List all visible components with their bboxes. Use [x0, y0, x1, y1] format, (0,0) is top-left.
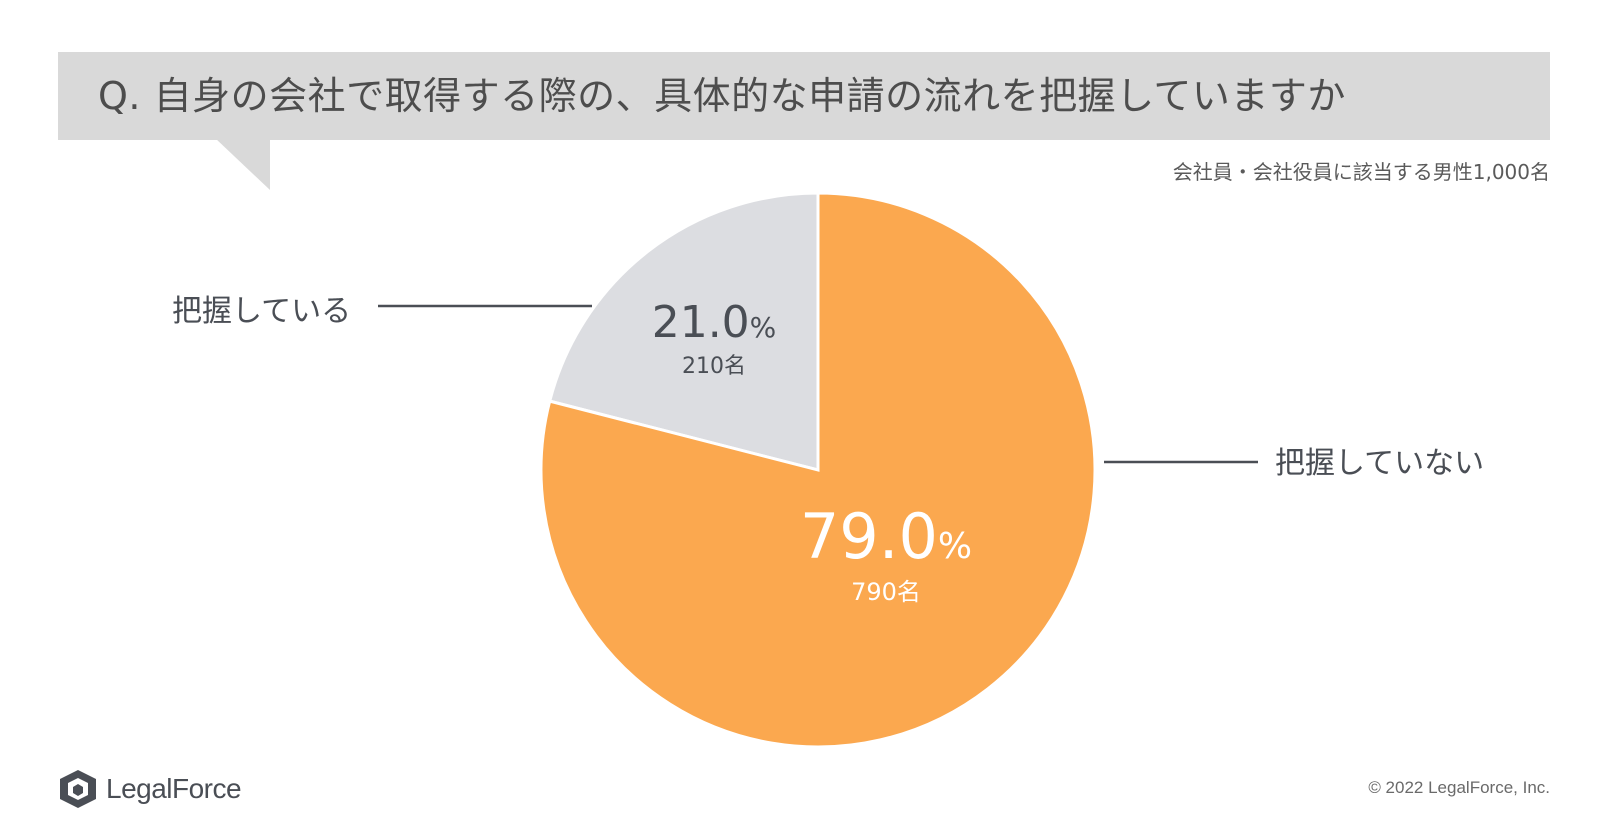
data-label-count-aware: 210名	[682, 354, 746, 379]
data-label-percent-unaware: 79.0%	[800, 500, 972, 573]
question-text: Q. 自身の会社で取得する際の、具体的な申請の流れを把握していますか	[98, 74, 1346, 118]
sample-note: 会社員・会社役員に該当する男性1,000名	[1172, 160, 1550, 184]
legend-label-unaware: 把握していない	[1275, 446, 1485, 481]
pie-slice-unaware	[539, 191, 1097, 749]
logo: LegalForce	[58, 768, 242, 810]
data-label-percent-aware: 21.0%	[652, 297, 777, 348]
question-banner: Q. 自身の会社で取得する際の、具体的な申請の流れを把握していますか	[58, 52, 1550, 140]
copyright: © 2022 LegalForce, Inc.	[1368, 778, 1550, 797]
legend-label-aware: 把握している	[172, 294, 352, 329]
banner-tail	[215, 138, 270, 190]
data-label-count-unaware: 790名	[851, 578, 921, 606]
legalforce-cube-logo-icon	[60, 770, 96, 808]
pie-slice-aware	[547, 191, 820, 472]
logo-text: LegalForce	[106, 773, 242, 804]
